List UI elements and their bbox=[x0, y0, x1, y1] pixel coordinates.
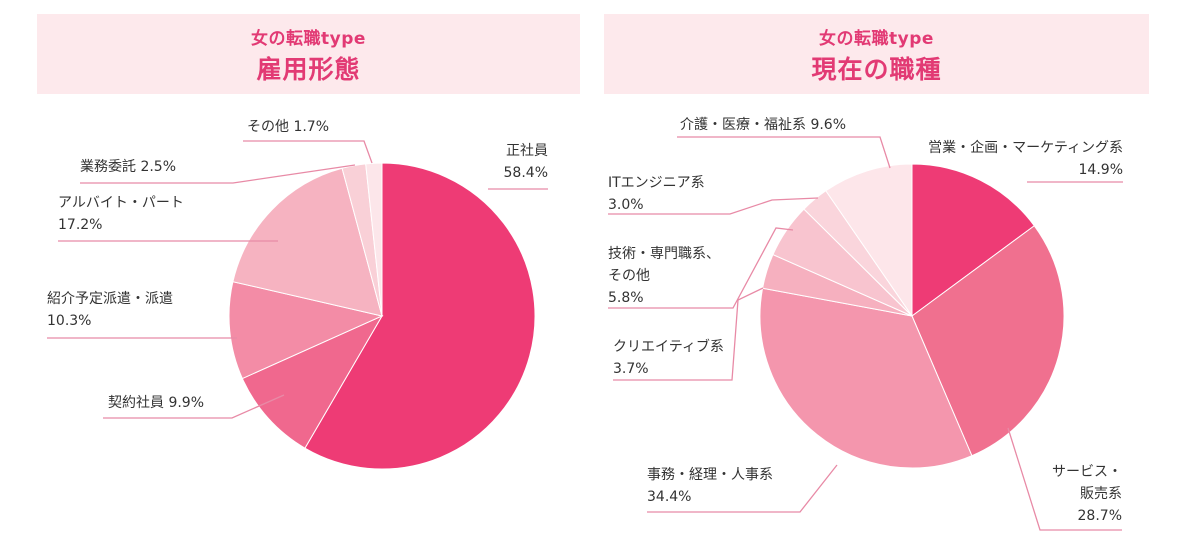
leader-line-kaigo bbox=[677, 136, 891, 169]
label-value: 5.8% bbox=[608, 290, 644, 306]
pie-slice-left-3 bbox=[232, 167, 383, 317]
label-value: 17.2% bbox=[58, 217, 103, 233]
leader-line-service bbox=[1007, 427, 1122, 531]
leader-line-sonota bbox=[243, 140, 373, 164]
label-eigyo: 営業・企画・マーケティング系 14.9% bbox=[900, 137, 1123, 181]
leader-line-gijutsu bbox=[608, 227, 794, 309]
pie-slice-left-1 bbox=[241, 314, 384, 449]
label-text: 技術・専門職系、 bbox=[608, 246, 720, 262]
pie-slice-right-2 bbox=[759, 287, 973, 469]
label-value: 58.4% bbox=[503, 165, 548, 181]
pie-slice-right-6 bbox=[825, 163, 913, 318]
label-text: クリエイティブ系 bbox=[613, 339, 724, 355]
label-text: 契約社員 9.9% bbox=[108, 395, 205, 411]
label-jimu: 事務・経理・人事系 34.4% bbox=[647, 464, 773, 508]
label-text: 紹介予定派遣・派遣 bbox=[47, 291, 173, 307]
current-job-pie bbox=[759, 163, 1065, 469]
chart-subtitle: 女の転職type bbox=[819, 29, 934, 49]
pie-slice-left-2 bbox=[228, 281, 384, 380]
leader-line-jimu bbox=[647, 464, 838, 513]
label-text: 販売系 bbox=[1080, 486, 1122, 502]
label-gyomu: 業務委託 2.5% bbox=[80, 156, 176, 178]
pie-slice-left-5 bbox=[365, 162, 383, 317]
label-part: アルバイト・パート 17.2% bbox=[58, 192, 184, 236]
label-sonota: その他 1.7% bbox=[247, 116, 329, 138]
current-job-header: 女の転職type 現在の職種 bbox=[604, 14, 1149, 94]
chart-title: 現在の職種 bbox=[811, 55, 942, 84]
pie-slice-right-1 bbox=[911, 225, 1065, 457]
label-text: その他 1.7% bbox=[247, 119, 330, 135]
label-value: 10.3% bbox=[47, 313, 92, 329]
label-text: 営業・企画・マーケティング系 bbox=[928, 140, 1123, 156]
label-text: 業務委託 2.5% bbox=[80, 159, 177, 175]
label-text: ITエンジニア系 bbox=[608, 175, 705, 191]
label-text: 事務・経理・人事系 bbox=[647, 467, 773, 483]
employment-type-header: 女の転職type 雇用形態 bbox=[37, 14, 580, 94]
label-value: 3.0% bbox=[608, 197, 644, 213]
label-text: サービス・ bbox=[1052, 464, 1122, 480]
label-value: 14.9% bbox=[1078, 162, 1123, 178]
label-creative: クリエイティブ系 3.7% bbox=[613, 336, 724, 380]
label-seishain: 正社員 58.4% bbox=[470, 140, 548, 184]
label-haken: 紹介予定派遣・派遣 10.3% bbox=[47, 288, 173, 332]
pie-slice-left-0 bbox=[304, 162, 536, 470]
label-value: 34.4% bbox=[647, 489, 692, 505]
label-text: アルバイト・パート bbox=[58, 195, 184, 211]
label-keiyaku: 契約社員 9.9% bbox=[108, 392, 204, 414]
label-kaigo: 介護・医療・福祉系 9.6% bbox=[680, 114, 846, 136]
chart-subtitle: 女の転職type bbox=[251, 29, 366, 49]
pie-slice-right-0 bbox=[911, 163, 1036, 317]
label-text: その他 bbox=[608, 268, 650, 284]
chart-title: 雇用形態 bbox=[256, 55, 361, 84]
leader-line-keiyaku bbox=[103, 394, 285, 419]
label-it: ITエンジニア系 3.0% bbox=[608, 172, 705, 216]
label-text: 正社員 bbox=[506, 143, 548, 159]
label-gijutsu: 技術・専門職系、 その他 5.8% bbox=[608, 243, 720, 309]
leader-line-it bbox=[608, 197, 819, 215]
label-text: 介護・医療・福祉系 9.6% bbox=[680, 117, 847, 133]
leader-line-gyomu bbox=[80, 164, 356, 184]
leader-line-creative bbox=[613, 287, 764, 381]
employment-type-pie bbox=[228, 162, 536, 470]
label-value: 3.7% bbox=[613, 361, 649, 377]
label-service: サービス・ 販売系 28.7% bbox=[1030, 461, 1122, 527]
label-value: 28.7% bbox=[1077, 508, 1122, 524]
